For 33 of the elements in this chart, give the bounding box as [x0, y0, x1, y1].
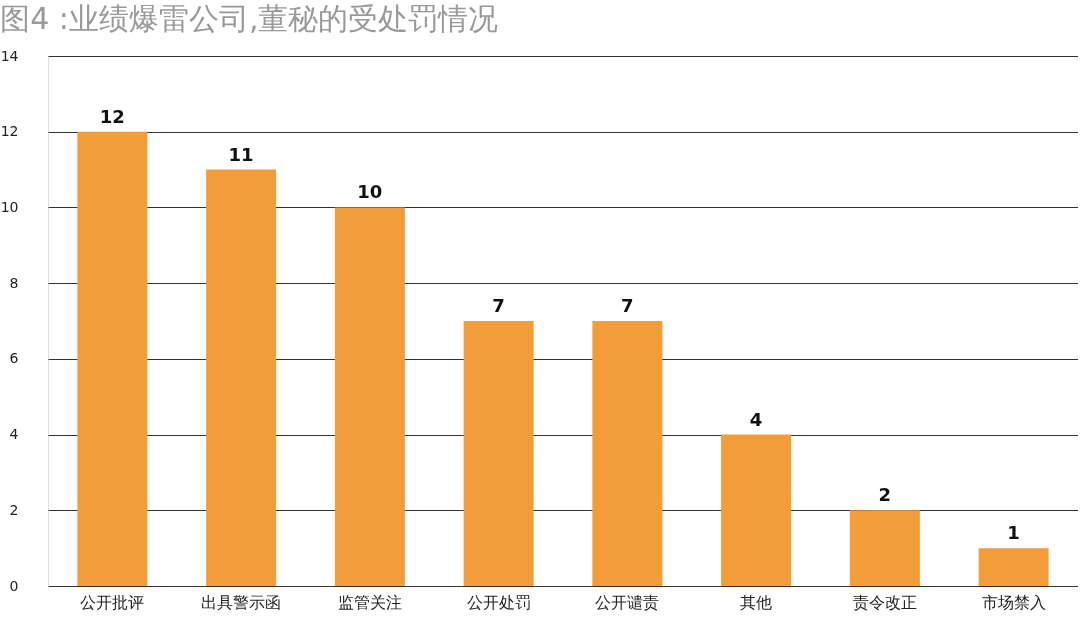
- bar: [334, 207, 405, 586]
- data-label: 7: [621, 295, 634, 316]
- bar: [206, 169, 277, 586]
- bar: [849, 510, 920, 586]
- x-tick-label: 市场禁入: [981, 592, 1046, 612]
- data-label: 2: [878, 484, 892, 506]
- x-tick-label: 公开批评: [80, 592, 145, 612]
- chart-title: 图4 :业绩爆雷公司,董秘的受处罚情况: [0, 1, 499, 36]
- x-tick-label: 责令改正: [852, 592, 917, 612]
- bar: [721, 434, 792, 586]
- x-tick-label: 公开谴责: [595, 592, 660, 612]
- bar: [978, 548, 1049, 586]
- y-tick-label: 4: [9, 426, 19, 443]
- data-label: 11: [228, 143, 254, 165]
- y-tick-label: 2: [9, 501, 19, 518]
- bar: [592, 321, 663, 586]
- x-tick-label: 其他: [740, 592, 773, 612]
- x-tick-label: 公开处罚: [466, 592, 531, 612]
- data-label: 4: [749, 408, 763, 430]
- data-label: 12: [99, 105, 125, 127]
- data-label: 10: [357, 181, 383, 203]
- x-tick-label: 出具警示函: [201, 592, 282, 612]
- data-label: 7: [492, 295, 505, 316]
- y-tick-label: 6: [9, 350, 19, 367]
- bar: [463, 321, 534, 586]
- y-tick-label: 0: [9, 577, 19, 594]
- bar: [77, 131, 148, 586]
- x-tick-label: 监管关注: [337, 592, 402, 612]
- y-tick-label: 14: [0, 47, 19, 64]
- y-tick-label: 8: [9, 274, 19, 291]
- y-tick-label: 12: [0, 123, 19, 140]
- data-label: 1: [1007, 522, 1020, 544]
- y-tick-label: 10: [0, 198, 19, 215]
